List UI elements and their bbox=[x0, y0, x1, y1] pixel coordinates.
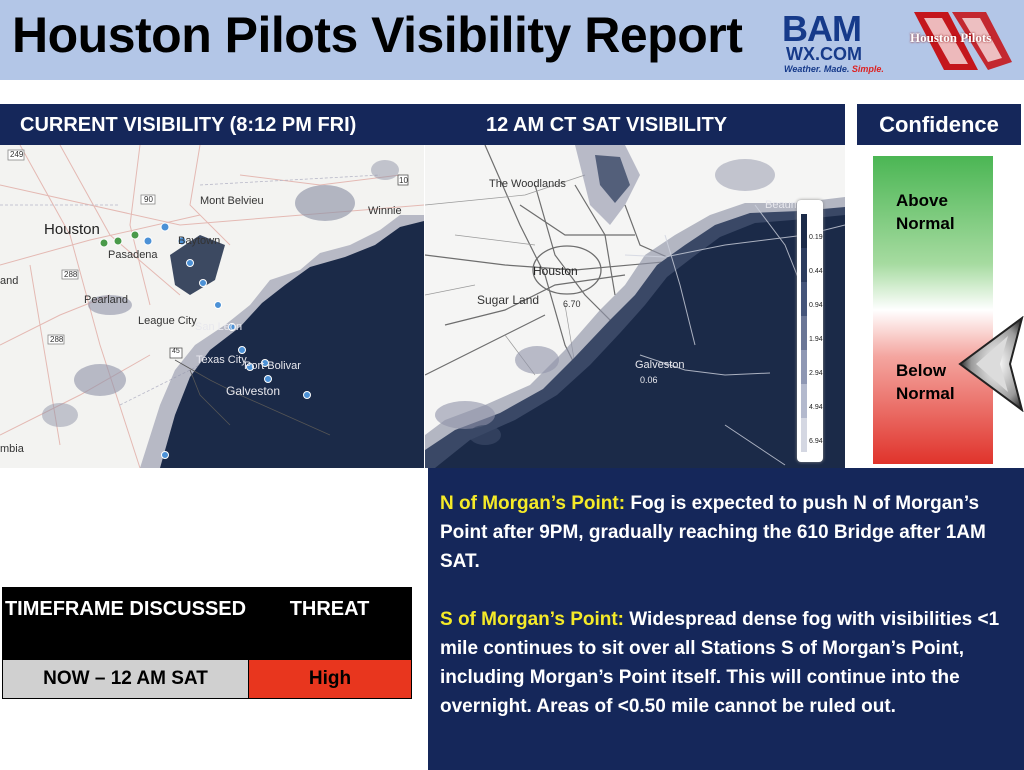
legend-value-label: 6.94 bbox=[809, 438, 823, 445]
legend-value-label: 0.19 bbox=[809, 234, 823, 241]
houston-pilots-h-icon bbox=[914, 12, 1012, 70]
timeframe-header: TIMEFRAME DISCUSSED bbox=[3, 588, 248, 660]
confidence-title: Confidence bbox=[857, 104, 1021, 145]
confidence-gradient bbox=[873, 156, 993, 464]
legend-value-label: 0.94 bbox=[809, 302, 823, 309]
map-titles-bar: CURRENT VISIBILITY (8:12 PM FRI) 12 AM C… bbox=[0, 104, 845, 145]
map-label: 6.70 bbox=[563, 299, 581, 309]
header-banner: Houston Pilots Visibility Report BAM WX.… bbox=[0, 0, 1024, 80]
page-title: Houston Pilots Visibility Report bbox=[12, 7, 743, 63]
legend-swatch bbox=[801, 248, 807, 282]
current-map-graphic bbox=[0, 145, 424, 468]
map-label: 288 bbox=[64, 270, 78, 279]
legend-swatch bbox=[801, 214, 807, 248]
map-label: Pasadena bbox=[108, 249, 158, 261]
map-label: Texas City bbox=[196, 354, 247, 366]
map-label: 0.06 bbox=[640, 375, 658, 385]
threat-level-cell: High bbox=[249, 660, 411, 698]
legend-value-label: 1.94 bbox=[809, 336, 823, 343]
map-label: 45 bbox=[172, 348, 180, 355]
map-label: 10 bbox=[399, 176, 408, 185]
map-label: The Woodlands bbox=[489, 178, 566, 190]
map-label: Winnie bbox=[368, 205, 402, 217]
map-label: Pearland bbox=[84, 294, 129, 306]
confidence-pointer-icon bbox=[958, 316, 1024, 412]
map-label: 90 bbox=[144, 195, 153, 204]
threat-table: TIMEFRAME DISCUSSED THREAT NOW – 12 AM S… bbox=[2, 587, 412, 699]
south-text: Widespread dense fog with visibilities <… bbox=[440, 609, 1000, 717]
map-label: Galveston bbox=[635, 359, 685, 371]
forecast-visibility-title: 12 AM CT SAT VISIBILITY bbox=[486, 114, 728, 136]
current-visibility-map: 249 90 Mont Belvieu 10 Winnie Houston Ba… bbox=[0, 145, 424, 468]
forecast-visibility-map: The Woodlands Beaumont Houston Sugar Lan… bbox=[425, 145, 845, 468]
visibility-legend: 0.19 0.44 0.94 1.94 2.94 4.94 6.94 bbox=[797, 200, 823, 462]
map-label: San Leon bbox=[195, 321, 243, 333]
threat-header: THREAT bbox=[248, 588, 411, 660]
north-discussion: N of Morgan’s Point: Fog is expected to … bbox=[440, 489, 1012, 576]
map-label: 249 bbox=[10, 150, 24, 159]
current-visibility-title: CURRENT VISIBILITY (8:12 PM FRI) bbox=[20, 114, 357, 136]
bam-weather-logo: BAM WX.COM Weather. Made. Simple. bbox=[782, 8, 884, 74]
map-label: Baytown bbox=[178, 235, 221, 247]
above-normal-label: Above Normal bbox=[896, 191, 955, 233]
forecast-discussion-box bbox=[428, 468, 1024, 770]
houston-pilots-logo: Houston Pilots bbox=[908, 8, 1016, 74]
legend-value-label: 2.94 bbox=[809, 370, 823, 377]
legend-swatch bbox=[801, 384, 807, 418]
map-label: and bbox=[0, 275, 19, 287]
legend-swatch bbox=[801, 350, 807, 384]
map-label: Galveston bbox=[226, 384, 281, 398]
timeframe-cell: NOW – 12 AM SAT bbox=[3, 660, 249, 698]
map-label: League City bbox=[138, 315, 197, 327]
legend-scale: 0.19 0.44 0.94 1.94 2.94 4.94 6.94 bbox=[801, 214, 823, 452]
legend-swatch bbox=[801, 316, 807, 350]
map-label: Houston bbox=[44, 221, 100, 238]
map-label: mbia bbox=[0, 443, 24, 455]
map-label: Port Bolivar bbox=[244, 360, 301, 372]
legend-swatch bbox=[801, 418, 807, 452]
forecast-map-graphic bbox=[425, 145, 845, 468]
south-discussion: S of Morgan’s Point: Widespread dense fo… bbox=[440, 605, 1012, 721]
north-text: Fog is expected to push N of Morgan’s Po… bbox=[440, 493, 986, 572]
map-label: Houston bbox=[533, 264, 578, 278]
north-heading: N of Morgan’s Point: bbox=[440, 493, 626, 514]
below-normal-label: Below Normal bbox=[896, 361, 955, 403]
map-label: Mont Belvieu bbox=[200, 195, 264, 207]
legend-swatch bbox=[801, 282, 807, 316]
legend-value-label: 0.44 bbox=[809, 268, 823, 275]
map-label: 288 bbox=[50, 335, 64, 344]
south-heading: S of Morgan’s Point: bbox=[440, 609, 625, 630]
map-label: Sugar Land bbox=[477, 293, 540, 307]
legend-value-label: 4.94 bbox=[809, 404, 823, 411]
